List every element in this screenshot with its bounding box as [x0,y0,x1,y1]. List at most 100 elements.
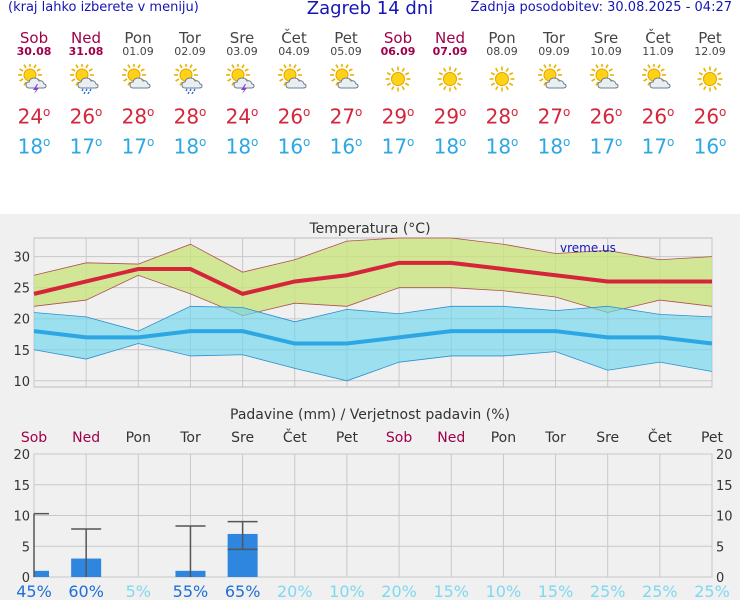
day-column[interactable]: Pon 08.09 28o 18o [476,30,528,170]
day-name: Čet [281,29,307,47]
sun-cloud-icon [538,64,567,89]
day-name: Tor [179,29,201,47]
max-temperature: 27o [329,104,363,129]
min-temperature: 16o [693,134,727,159]
day-column[interactable]: Sre 03.09 24o 18o [216,30,268,170]
sun-cloud-icon [278,64,307,89]
min-temperature-line [33,329,713,346]
day-label: Pon [126,430,151,446]
min-temperature: 17o [589,134,623,159]
precipitation-probability: 5% [126,582,151,600]
sun-cloud-icon [330,64,359,89]
day-label: Čet [283,428,307,446]
precipitation-range [175,525,206,577]
y-tick-label-left: 5 [22,540,30,555]
day-name: Pet [334,29,358,47]
max-temperature: 26o [277,104,311,129]
chart-title: Temperatura (°C) [308,221,430,237]
day-name: Sre [229,29,255,47]
y-tick-label-left: 10 [13,510,30,525]
y-tick-label: 20 [13,313,30,328]
day-column[interactable]: Ned 31.08 26o 17o [60,30,112,170]
day-label: Sob [386,430,412,446]
sun-cloud-rain-icon [70,64,99,94]
day-column[interactable]: Ned 07.09 29o 18o [424,30,476,170]
precipitation-probability: 25% [590,582,626,600]
y-tick-label-right: 20 [716,448,733,463]
sun-cloud-icon [590,64,619,89]
precipitation-probability: 25% [694,582,730,600]
day-label: Pon [491,430,516,446]
precipitation-probability: 20% [277,582,313,600]
day-label: Tor [544,430,566,446]
min-temperature: 17o [69,134,103,159]
y-tick-label-right: 0 [716,571,724,586]
day-name: Ned [71,29,101,47]
day-name: Sob [19,29,49,47]
precipitation-probability: 15% [538,582,574,600]
min-temperature: 16o [329,134,363,159]
day-column[interactable]: Pon 01.09 28o 17o [112,30,164,170]
day-name: Pon [124,29,152,47]
top-bar: (kraj lahko izberete v meniju) Zagreb 14… [0,0,740,22]
last-updated: Zadnja posodobitev: 30.08.2025 - 04:27 [470,0,732,15]
day-column[interactable]: Sob 06.09 29o 17o [372,30,424,170]
max-temperature-line [33,260,712,296]
sun-cloud-rain-icon [174,64,203,94]
day-date: 30.08 [16,45,52,58]
precipitation-range [33,512,49,577]
day-column[interactable]: Čet 04.09 26o 16o [268,30,320,170]
y-tick-label-right: 10 [716,510,733,525]
min-temperature: 18o [433,134,467,159]
temperature-chart: 10 15 20 25 30 Temperatura (°C) vreme.us [13,221,713,390]
day-column[interactable]: Tor 02.09 28o 18o [164,30,216,170]
day-name: Tor [543,29,565,47]
day-label: Sob [21,430,47,446]
day-column[interactable]: Sob 30.08 24o 18o [8,30,60,170]
min-temperature: 17o [121,134,155,159]
min-temperature: 18o [537,134,571,159]
day-label: Pet [336,430,359,446]
day-column[interactable]: Čet 11.09 26o 17o [632,30,684,170]
min-temperature: 17o [641,134,675,159]
precipitation-probability: 60% [68,582,104,600]
day-name: Pet [698,29,722,47]
max-temperature: 28o [173,104,207,129]
day-date: 01.09 [122,45,154,58]
y-tick-label: 15 [13,344,30,359]
max-temperature: 27o [537,104,571,129]
day-date: 03.09 [226,45,258,58]
day-column[interactable]: Pet 12.09 26o 16o [684,30,736,170]
day-date: 09.09 [538,45,570,58]
watermark: vreme.us [560,241,616,255]
min-temperature: 18o [485,134,519,159]
max-temperature: 28o [485,104,519,129]
day-name: Ned [435,29,465,47]
day-name: Pon [488,29,516,47]
day-name: Sre [593,29,619,47]
day-date: 02.09 [174,45,206,58]
day-label: Sre [231,430,254,446]
sun-icon [489,66,515,92]
day-column[interactable]: Pet 05.09 27o 16o [320,30,372,170]
max-range-band [34,238,712,316]
max-temperature: 26o [69,104,103,129]
max-temperature: 26o [641,104,675,129]
precipitation-range [227,520,258,551]
sun-icon [437,66,463,92]
sun-cloud-icon [642,64,671,89]
precipitation-probability: 20% [381,582,417,600]
menu-hint[interactable]: (kraj lahko izberete v meniju) [8,0,199,15]
day-column[interactable]: Sre 10.09 26o 17o [580,30,632,170]
y-tick-label: 30 [13,251,30,266]
sun-cloud-storm-icon [226,64,255,94]
sun-cloud-icon [122,64,151,89]
precipitation-probability: 10% [486,582,522,600]
day-name: Sob [383,29,413,47]
day-column[interactable]: Tor 09.09 27o 18o [528,30,580,170]
sun-cloud-storm-icon [18,64,47,94]
min-temperature: 16o [277,134,311,159]
min-range-band-lower-edge [33,343,713,382]
max-temperature: 29o [433,104,467,129]
day-name: Čet [645,29,671,47]
